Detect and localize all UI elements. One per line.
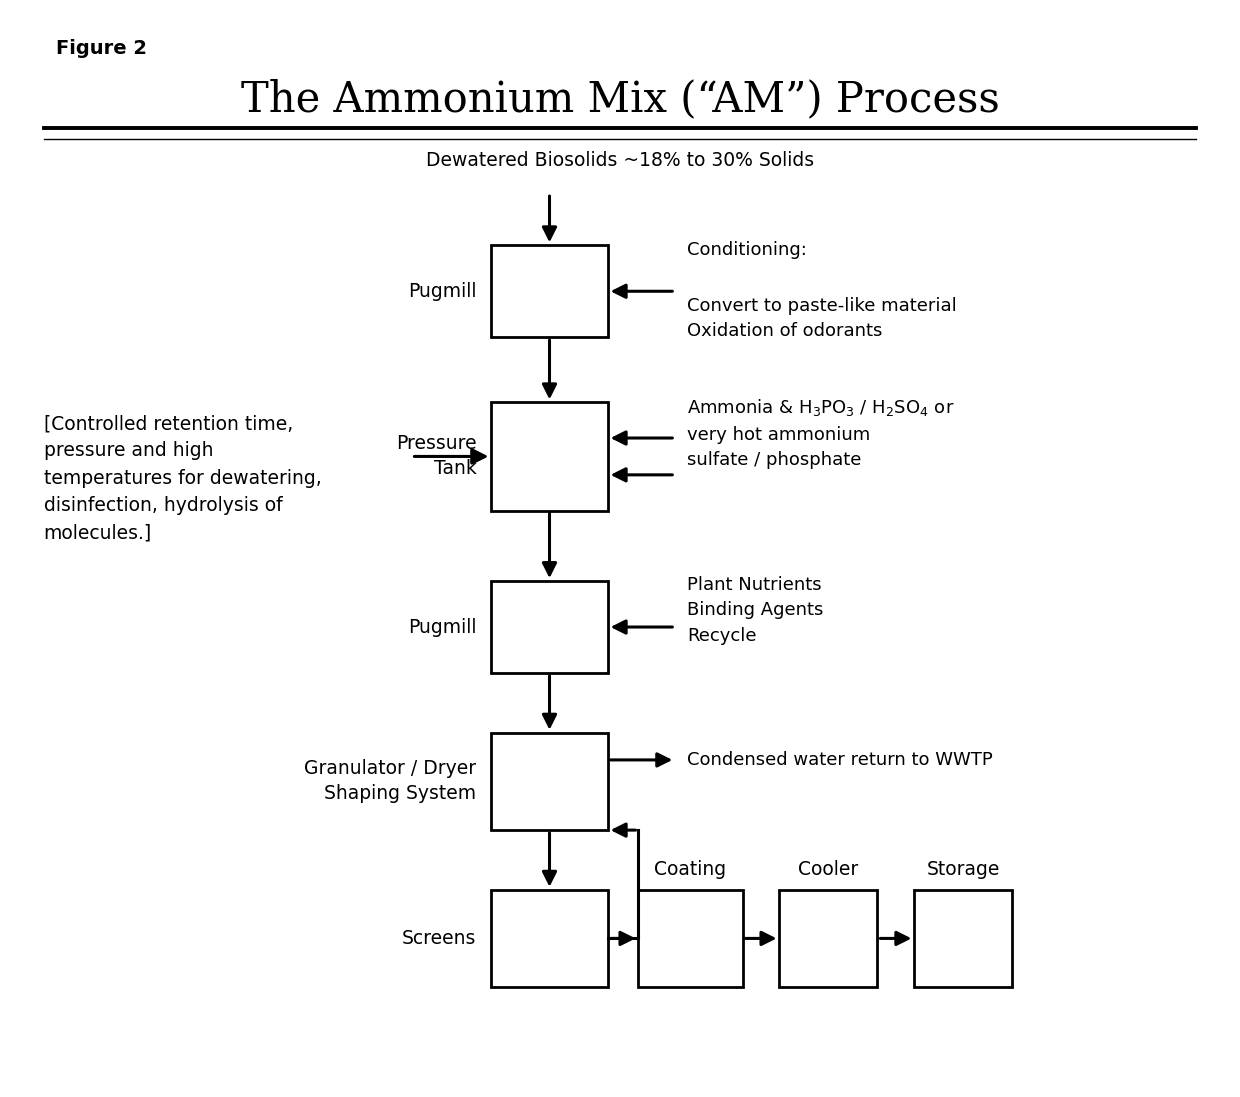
Text: Conditioning:: Conditioning: bbox=[687, 240, 807, 259]
Bar bbox=[780, 890, 878, 987]
Text: Coating: Coating bbox=[655, 860, 727, 879]
Text: Pressure
Tank: Pressure Tank bbox=[396, 434, 476, 478]
Text: The Ammonium Mix (“AM”) Process: The Ammonium Mix (“AM”) Process bbox=[241, 78, 999, 120]
Text: Dewatered Biosolids ~18% to 30% Solids: Dewatered Biosolids ~18% to 30% Solids bbox=[425, 151, 815, 170]
Text: Ammonia & H$_3$PO$_3$ / H$_2$SO$_4$ or
very hot ammonium
sulfate / phosphate: Ammonia & H$_3$PO$_3$ / H$_2$SO$_4$ or v… bbox=[687, 397, 955, 470]
Text: Plant Nutrients
Binding Agents
Recycle: Plant Nutrients Binding Agents Recycle bbox=[687, 576, 823, 645]
Text: Convert to paste-like material
Oxidation of odorants: Convert to paste-like material Oxidation… bbox=[687, 296, 957, 340]
Bar bbox=[639, 890, 743, 987]
Text: Pugmill: Pugmill bbox=[408, 282, 476, 301]
Bar bbox=[914, 890, 1012, 987]
Text: Storage: Storage bbox=[926, 860, 999, 879]
Text: Screens: Screens bbox=[402, 929, 476, 948]
Bar bbox=[491, 246, 608, 337]
Text: Granulator / Dryer
Shaping System: Granulator / Dryer Shaping System bbox=[305, 759, 476, 803]
Text: Condensed water return to WWTP: Condensed water return to WWTP bbox=[687, 751, 993, 769]
Text: Pugmill: Pugmill bbox=[408, 618, 476, 636]
Bar bbox=[491, 581, 608, 674]
Bar bbox=[491, 403, 608, 510]
Text: Cooler: Cooler bbox=[799, 860, 858, 879]
Text: Figure 2: Figure 2 bbox=[56, 39, 148, 58]
Text: [Controlled retention time,
pressure and high
temperatures for dewatering,
disin: [Controlled retention time, pressure and… bbox=[43, 414, 321, 542]
Bar bbox=[491, 733, 608, 830]
Bar bbox=[491, 890, 608, 987]
